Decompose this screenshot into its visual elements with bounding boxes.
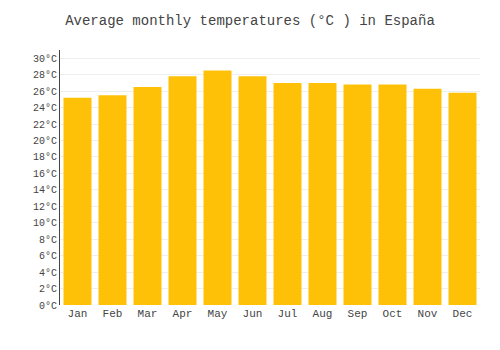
svg-text:22°C: 22°C	[33, 120, 57, 131]
svg-text:4°C: 4°C	[39, 268, 57, 279]
svg-text:Dec: Dec	[453, 308, 473, 320]
svg-text:28°C: 28°C	[33, 70, 57, 81]
svg-text:Jul: Jul	[278, 308, 298, 320]
svg-text:Jun: Jun	[243, 308, 263, 320]
svg-text:26°C: 26°C	[33, 87, 57, 98]
svg-text:May: May	[208, 308, 228, 320]
svg-text:Jan: Jan	[68, 308, 88, 320]
svg-text:20°C: 20°C	[33, 136, 57, 147]
svg-text:12°C: 12°C	[33, 202, 57, 213]
svg-text:18°C: 18°C	[33, 152, 57, 163]
svg-text:Oct: Oct	[383, 308, 403, 320]
svg-text:30°C: 30°C	[33, 54, 57, 65]
svg-text:Nov: Nov	[418, 308, 438, 320]
svg-text:Average monthly temperatures (: Average monthly temperatures (°C ) in Es…	[65, 13, 435, 29]
svg-text:16°C: 16°C	[33, 169, 57, 180]
svg-text:6°C: 6°C	[39, 251, 57, 262]
svg-text:Apr: Apr	[173, 308, 193, 320]
svg-text:2°C: 2°C	[39, 284, 57, 295]
svg-text:Aug: Aug	[313, 308, 333, 320]
svg-text:14°C: 14°C	[33, 185, 57, 196]
svg-text:Sep: Sep	[348, 308, 368, 320]
svg-text:8°C: 8°C	[39, 235, 57, 246]
svg-text:Feb: Feb	[103, 308, 123, 320]
svg-text:0°C: 0°C	[39, 301, 57, 312]
svg-text:Mar: Mar	[138, 308, 158, 320]
svg-text:24°C: 24°C	[33, 103, 57, 114]
svg-text:10°C: 10°C	[33, 218, 57, 229]
